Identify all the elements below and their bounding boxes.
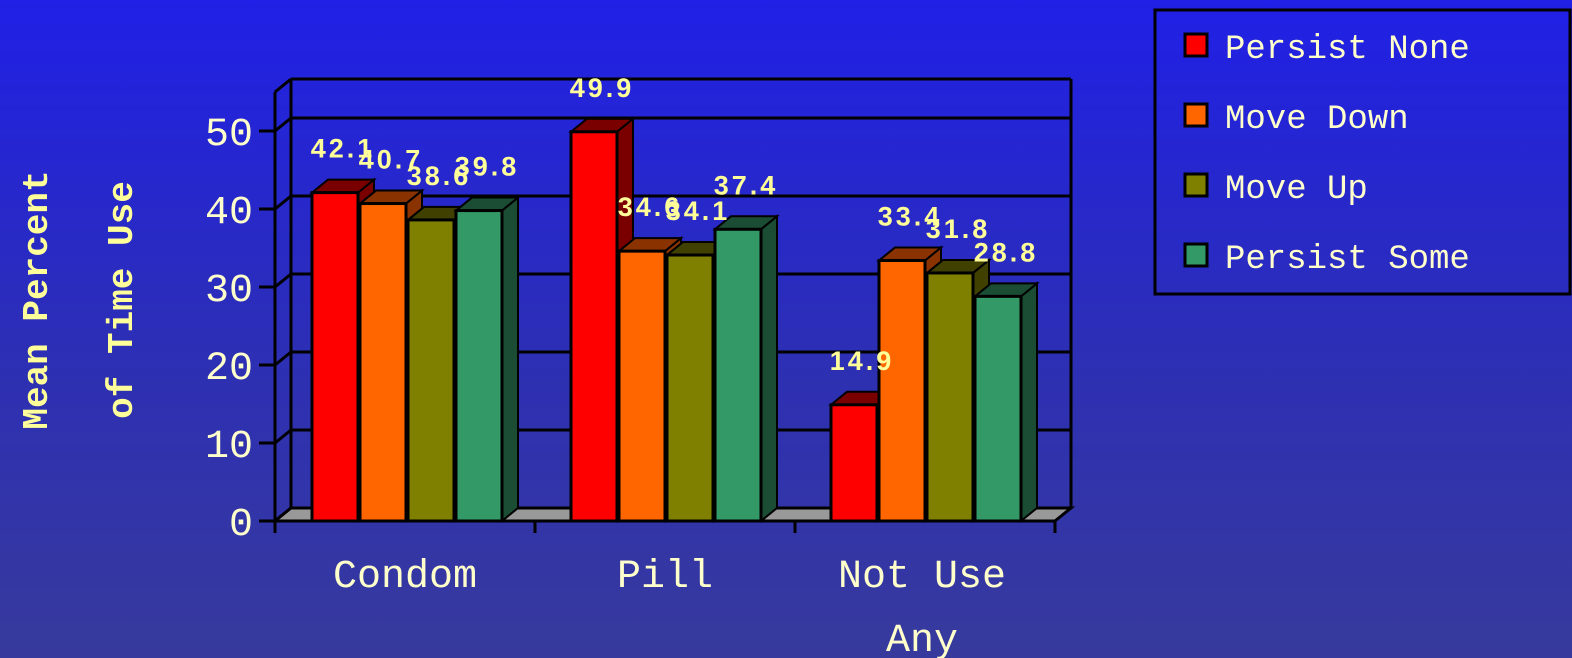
legend-swatch bbox=[1183, 172, 1209, 198]
bar-side bbox=[760, 214, 778, 524]
bar bbox=[665, 253, 715, 523]
gridline-side bbox=[274, 272, 292, 289]
x-category-label: Any bbox=[886, 619, 958, 658]
bar bbox=[973, 294, 1023, 523]
legend-box bbox=[1153, 8, 1572, 296]
y-axis-title: of Time Use bbox=[102, 181, 143, 419]
legend-swatch bbox=[1183, 242, 1209, 268]
data-label: 28.8 bbox=[974, 237, 1039, 267]
data-label: 33.4 bbox=[878, 201, 943, 231]
bar bbox=[310, 191, 360, 523]
bar bbox=[358, 202, 408, 523]
gridline-side bbox=[274, 428, 292, 445]
data-label: 14.9 bbox=[830, 346, 895, 376]
bar bbox=[569, 130, 619, 523]
y-axis-wall bbox=[274, 79, 293, 523]
gridline-side bbox=[274, 116, 292, 133]
data-label: 37.4 bbox=[714, 170, 779, 200]
data-label: 40.7 bbox=[359, 145, 424, 175]
bar-side bbox=[501, 195, 519, 524]
data-label: 49.9 bbox=[570, 73, 635, 103]
bar bbox=[617, 249, 667, 523]
x-category-label: Condom bbox=[333, 555, 477, 600]
legend-label: Move Down bbox=[1225, 101, 1409, 139]
bar bbox=[877, 258, 927, 523]
y-axis-title: Mean Percent bbox=[17, 170, 58, 429]
y-tick-label: 40 bbox=[205, 191, 253, 236]
gridline-side bbox=[274, 194, 292, 211]
bar bbox=[925, 271, 975, 523]
data-label: 39.8 bbox=[455, 152, 520, 182]
bar-side bbox=[1020, 281, 1038, 524]
legend-label: Persist None bbox=[1225, 31, 1470, 69]
data-label: 31.8 bbox=[926, 214, 991, 244]
gridline-side bbox=[274, 77, 292, 94]
bar bbox=[829, 403, 879, 523]
data-label: 42.1 bbox=[311, 134, 376, 164]
y-tick-label: 50 bbox=[205, 113, 253, 158]
y-tick-label: 20 bbox=[205, 347, 253, 392]
gridline-side bbox=[274, 350, 292, 367]
legend-label: Move Up bbox=[1225, 171, 1368, 209]
y-tick-label: 0 bbox=[229, 503, 253, 548]
bar bbox=[454, 209, 504, 523]
y-tick-label: 10 bbox=[205, 425, 253, 470]
legend-swatch bbox=[1183, 32, 1209, 58]
data-label: 34.1 bbox=[666, 196, 731, 226]
bar bbox=[406, 218, 456, 523]
x-category-label: Pill bbox=[617, 555, 713, 600]
bar bbox=[713, 227, 763, 523]
data-label: 38.6 bbox=[407, 161, 472, 191]
data-label: 34.6 bbox=[618, 192, 683, 222]
legend-label: Persist Some bbox=[1225, 241, 1470, 279]
legend-swatch bbox=[1183, 102, 1209, 128]
y-tick-label: 30 bbox=[205, 269, 253, 314]
x-category-label: Not Use bbox=[838, 555, 1006, 600]
